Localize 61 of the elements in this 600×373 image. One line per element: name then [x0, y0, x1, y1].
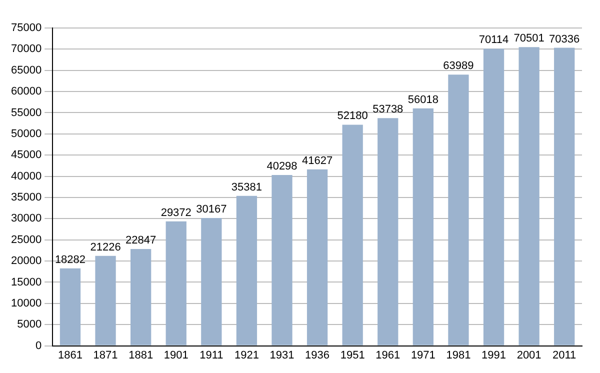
bar	[378, 118, 398, 346]
y-tick-label: 25000	[10, 234, 42, 246]
bar	[130, 248, 152, 346]
y-tick-label: 20000	[10, 255, 42, 268]
bar	[448, 74, 469, 346]
data-label: 29372	[160, 206, 192, 219]
y-tick-label: 35000	[10, 192, 42, 204]
y-tick-label: 0	[35, 340, 42, 352]
data-label: 70336	[549, 33, 580, 46]
data-label: 63989	[443, 60, 474, 72]
bar	[342, 124, 363, 346]
bar	[236, 196, 258, 346]
y-tick-label: 60000	[10, 86, 42, 98]
x-tick-label: 1951	[340, 349, 365, 362]
bar	[554, 48, 575, 346]
x-tick-label: 1991	[482, 349, 506, 362]
bar	[412, 108, 434, 346]
data-label: 40298	[266, 160, 298, 173]
y-tick-label: 75000	[10, 22, 42, 34]
bar	[166, 221, 186, 346]
data-label: 18282	[54, 254, 86, 266]
bar	[483, 48, 504, 346]
x-tick-label: 2001	[516, 349, 542, 362]
y-tick-label: 55000	[10, 106, 42, 119]
y-tick-label: 50000	[10, 128, 42, 140]
data-label: 52180	[337, 110, 368, 122]
y-tick-label: 5000	[17, 318, 42, 331]
data-label: 53738	[372, 104, 404, 116]
y-tick-label: 70000	[10, 43, 42, 56]
y-tick-label: 10000	[10, 297, 42, 310]
x-tick-label: 1981	[446, 349, 471, 362]
x-tick-label: 1881	[128, 349, 154, 362]
x-tick-label: 1971	[410, 349, 436, 362]
y-tick-label: 15000	[10, 276, 42, 288]
x-tick-label: 1871	[93, 349, 118, 362]
data-label: 21226	[90, 241, 121, 254]
bar	[95, 256, 116, 346]
bar	[272, 175, 292, 346]
data-label: 56018	[408, 94, 438, 106]
bar	[60, 268, 81, 346]
bar	[518, 47, 540, 346]
y-tick-label: 45000	[10, 149, 42, 162]
data-label: 41627	[302, 154, 333, 167]
x-tick-label: 1901	[164, 349, 188, 362]
data-label: 22847	[126, 234, 156, 247]
data-label: 30167	[196, 204, 227, 216]
data-label: 35381	[231, 181, 262, 194]
bar	[201, 218, 222, 346]
data-label: 70501	[514, 32, 544, 45]
bar	[306, 169, 328, 346]
x-tick-label: 1931	[270, 349, 294, 362]
y-tick-label: 30000	[10, 212, 42, 225]
x-tick-label: 1921	[234, 349, 259, 362]
x-tick-label: 1861	[58, 349, 82, 362]
x-tick-label: 1936	[305, 349, 330, 362]
x-tick-label: 1911	[200, 349, 224, 362]
y-tick-label: 65000	[10, 64, 42, 76]
data-label: 70114	[478, 34, 509, 46]
x-tick-label: 2011	[552, 349, 576, 362]
x-tick-label: 1961	[376, 349, 400, 362]
y-tick-label: 40000	[10, 170, 42, 182]
